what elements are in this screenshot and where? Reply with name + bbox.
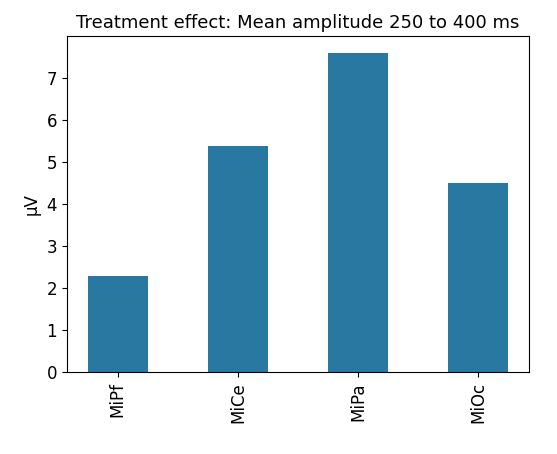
Bar — [328, 53, 388, 372]
Bar — [208, 145, 268, 372]
Bar — [448, 183, 508, 372]
Y-axis label: μV: μV — [23, 193, 41, 215]
Title: Treatment effect: Mean amplitude 250 to 400 ms: Treatment effect: Mean amplitude 250 to … — [76, 14, 520, 32]
Bar — [88, 276, 148, 372]
